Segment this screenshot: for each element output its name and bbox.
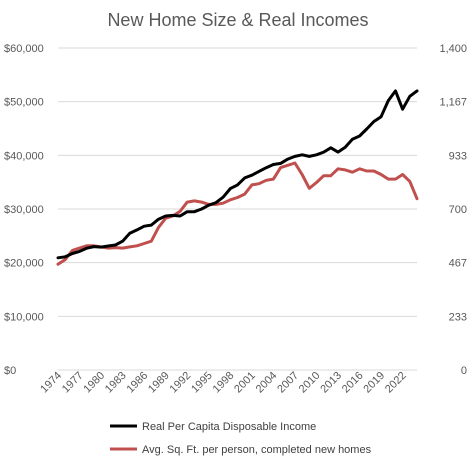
x-tick-label: 1986 bbox=[124, 370, 150, 396]
series-line bbox=[56, 89, 419, 260]
x-tick-label: 1983 bbox=[103, 370, 129, 396]
x-tick-label: 1977 bbox=[60, 370, 86, 396]
y-right-tick-label: 1,400 bbox=[439, 43, 467, 55]
y-right-tick-label: 233 bbox=[449, 311, 467, 323]
y-left-tick-label: $20,000 bbox=[4, 258, 44, 270]
legend: Real Per Capita Disposable Income Avg. Sq… bbox=[110, 421, 372, 456]
gridlines bbox=[58, 47, 417, 371]
x-tick-label: 1995 bbox=[189, 370, 215, 396]
y-left-tick-label: $40,000 bbox=[4, 150, 44, 162]
y-right-tick-label: 933 bbox=[449, 150, 467, 162]
y-left-tick-label: $60,000 bbox=[4, 43, 44, 55]
y-left-tick-label: $30,000 bbox=[4, 204, 44, 216]
y-axis-right: 0 233 467 700 933 1,167 1,400 bbox=[439, 43, 467, 377]
y-right-tick-label: 1,167 bbox=[439, 97, 467, 109]
y-left-tick-label: $10,000 bbox=[4, 311, 44, 323]
y-right-tick-label: 467 bbox=[449, 258, 467, 270]
legend-label: Real Per Capita Disposable Income bbox=[142, 421, 316, 433]
x-tick-label: 2001 bbox=[232, 370, 258, 396]
y-right-tick-label: 0 bbox=[461, 365, 467, 377]
x-tick-label: 1992 bbox=[168, 370, 194, 396]
x-tick-label: 2007 bbox=[275, 370, 301, 396]
x-tick-label: 1974 bbox=[38, 370, 64, 396]
x-tick-label: 2010 bbox=[297, 370, 323, 396]
x-tick-label: 1998 bbox=[211, 370, 237, 396]
x-tick-label: 1980 bbox=[81, 370, 107, 396]
legend-label: Avg. Sq. Ft. per person, completed new h… bbox=[142, 444, 372, 456]
x-tick-label: 2019 bbox=[361, 370, 387, 396]
x-tick-label: 2022 bbox=[383, 370, 409, 396]
series-line bbox=[56, 161, 419, 266]
y-axis-left: $0 $10,000 $20,000 $30,000 $40,000 $50,000 $60… bbox=[4, 43, 44, 377]
x-tick-label: 2016 bbox=[340, 370, 366, 396]
x-tick-label: 2013 bbox=[318, 370, 344, 396]
y-left-tick-label: $0 bbox=[4, 365, 16, 377]
x-axis: 1974197719801983198619891992199519982001… bbox=[38, 370, 408, 396]
chart-title: New Home Size & Real Incomes bbox=[107, 10, 368, 30]
series bbox=[56, 89, 419, 266]
x-tick-label: 2004 bbox=[254, 370, 280, 396]
x-tick-label: 1989 bbox=[146, 370, 172, 396]
y-left-tick-label: $50,000 bbox=[4, 97, 44, 109]
y-right-tick-label: 700 bbox=[449, 204, 467, 216]
